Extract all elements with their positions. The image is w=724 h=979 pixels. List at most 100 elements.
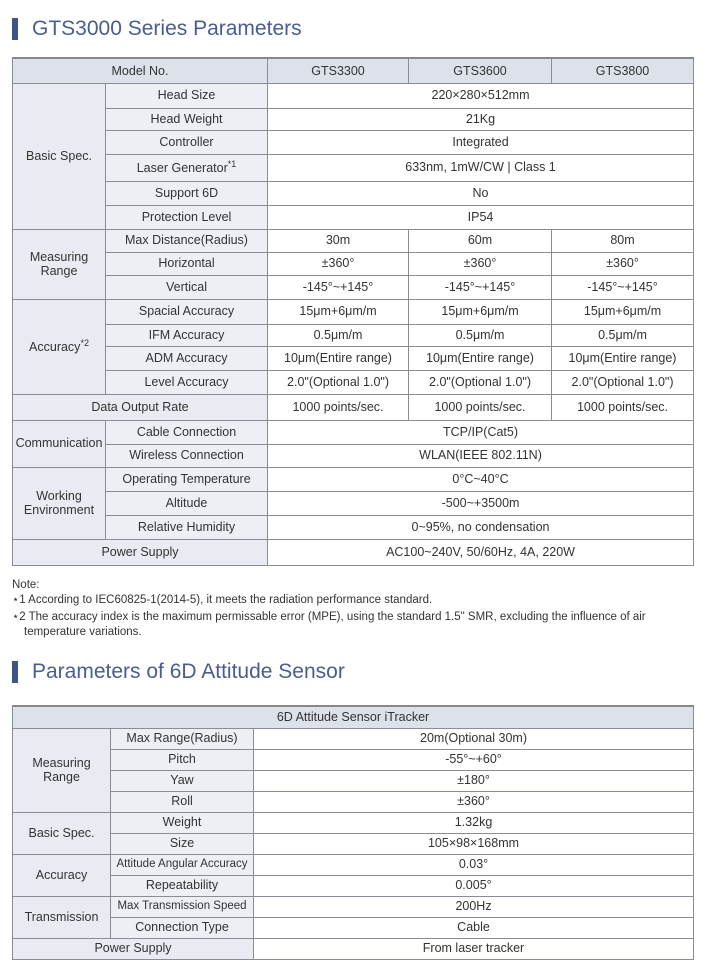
value-cell: 21Kg — [267, 107, 695, 131]
row-label: Roll — [110, 790, 254, 813]
group-name: Accuracy — [29, 340, 81, 355]
row-label: Wireless Connection — [104, 443, 269, 468]
group-label: Working Environment — [12, 466, 106, 540]
value-cell: 1000 points/sec. — [267, 393, 410, 421]
value-cell: 1000 points/sec. — [551, 393, 695, 421]
value-cell: 30m — [267, 228, 410, 253]
table-row: Support 6D No — [13, 180, 695, 206]
value-cell: 15μm+6μm/m — [408, 298, 553, 325]
section-title-6d-sensor: Parameters of 6D Attitude Sensor — [12, 660, 345, 684]
row-label: Size — [110, 832, 254, 855]
header-row: Model No. GTS3300 GTS3600 GTS3800 — [11, 57, 695, 84]
row-label: Max Distance(Radius) — [104, 228, 269, 253]
model-header: GTS3800 — [551, 57, 695, 84]
row-label: ADM Accuracy — [104, 345, 269, 371]
value-cell: WLAN(IEEE 802.11N) — [267, 443, 695, 468]
row-label-text: Wireless Connection — [129, 448, 244, 463]
row-label-text: Cable Connection — [136, 424, 237, 439]
model-header: GTS3600 — [408, 57, 553, 84]
value-cell: Cable — [252, 916, 695, 939]
group-name: Communication — [15, 436, 103, 451]
table-row: ADM Accuracy 10μm(Entire range) 10μm(Entir… — [13, 345, 695, 371]
row-label: Max Transmission Speed — [110, 895, 254, 918]
group-label: Basic Spec. — [12, 811, 111, 855]
section-title-text: Parameters of 6D Attitude Sensor — [32, 660, 345, 683]
row-label: Power Supply — [12, 937, 254, 960]
value-cell: -55°~+60° — [252, 748, 695, 771]
row-label: Operating Temperature — [104, 466, 269, 492]
table-row: Roll ±360° — [13, 790, 695, 813]
value-cell: 0°C~40°C — [267, 466, 695, 492]
value-cell: ±180° — [252, 769, 695, 792]
header-row: 6D Attitude Sensor iTracker — [11, 705, 695, 729]
row-label: Level Accuracy — [104, 369, 269, 395]
group-label: Transmission — [12, 895, 111, 939]
table-row: Vertical -145°~+145° -145°~+145° -145°~+145… — [13, 274, 695, 300]
row-label: Relative Humidity — [104, 514, 269, 540]
value-cell: 2.0"(Optional 1.0") — [408, 369, 553, 395]
table-row: Measuring Range Max Distance(Radius) 30m 60… — [12, 228, 695, 300]
gts3000-parameters-table: Model No. GTS3300 GTS3600 GTS3800 Basic Spec… — [11, 57, 695, 566]
row-label: Pitch — [110, 748, 254, 771]
table-row: Communication Cable Connection TCP/IP(Cat5… — [12, 419, 695, 468]
row-label: Horizontal — [104, 251, 269, 276]
row-label: Head Size — [104, 82, 269, 109]
row-label: Max Range(Radius) — [110, 727, 254, 750]
value-cell: 10μm(Entire range) — [551, 345, 695, 371]
value-cell: 1.32kg — [252, 811, 695, 834]
table-row: Connection Type Cable — [13, 916, 695, 939]
row-label-text: Head Weight — [150, 111, 223, 126]
table-row: Power Supply From laser tracker — [12, 937, 695, 960]
value-cell: 2.0"(Optional 1.0") — [267, 369, 410, 395]
note-2: ⋆2 The accuracy index is the maximum per… — [12, 611, 646, 623]
value-cell: ±360° — [267, 251, 410, 276]
footnote-marker: *1 — [227, 159, 237, 170]
value-cell: No — [267, 180, 695, 206]
value-cell: 633nm, 1mW/CW | Class 1 — [267, 153, 695, 182]
value-cell: 0.03° — [252, 853, 695, 876]
row-label-text: Operating Temperature — [122, 471, 251, 486]
value-cell: ±360° — [252, 790, 695, 813]
group-label: Communication — [12, 419, 106, 468]
value-cell: Integrated — [267, 129, 695, 155]
row-label: Yaw — [110, 769, 254, 792]
row-label: Weight — [110, 811, 254, 834]
value-cell: 0.5μm/m — [267, 323, 410, 347]
value-cell: 0.5μm/m — [408, 323, 553, 347]
value-cell: 80m — [551, 228, 695, 253]
table-row: Transmission Max Transmission Speed 200Hz — [12, 895, 695, 939]
value-cell: 10μm(Entire range) — [408, 345, 553, 371]
row-label: Data Output Rate — [11, 393, 269, 421]
footnote-marker: *2 — [80, 338, 89, 349]
value-cell: 1000 points/sec. — [408, 393, 553, 421]
value-cell: TCP/IP(Cat5) — [267, 419, 695, 445]
row-label: Cable Connection — [104, 419, 269, 445]
row-label-text: Level Accuracy — [144, 374, 229, 389]
6d-attitude-sensor-table: 6D Attitude Sensor iTracker Measuring Ran… — [11, 705, 695, 960]
row-label: Altitude — [104, 490, 269, 516]
group-label: Measuring Range — [12, 727, 111, 813]
table-row: Pitch -55°~+60° — [13, 748, 695, 771]
row-label: Support 6D — [104, 180, 269, 206]
row-label-text: Laser Generator — [136, 161, 228, 176]
table-row: Basic Spec. Weight 1.32kg — [12, 811, 695, 855]
group-name: Measuring Range — [29, 249, 89, 278]
group-label: Basic Spec. — [12, 82, 106, 230]
row-label-text: Controller — [159, 134, 214, 149]
notes: Note: ⋆1 According to IEC60825-1(2014-5)… — [12, 578, 702, 640]
row-label: IFM Accuracy — [104, 323, 269, 347]
value-cell: 15μm+6μm/m — [551, 298, 695, 325]
row-label-text: Horizontal — [158, 256, 215, 271]
table-row: IFM Accuracy 0.5μm/m 0.5μm/m 0.5μm/m — [13, 323, 695, 347]
row-label: Spacial Accuracy — [104, 298, 269, 325]
note-2-continued: temperature variations. — [24, 626, 142, 638]
value-cell: 105×98×168mm — [252, 832, 695, 855]
row-label-text: Relative Humidity — [137, 519, 236, 534]
value-cell: -145°~+145° — [551, 274, 695, 300]
model-header: GTS3300 — [267, 57, 410, 84]
table-row: Head Weight 21Kg — [13, 107, 695, 131]
group-name: Basic Spec. — [25, 148, 92, 163]
value-cell: -500~+3500m — [267, 490, 695, 516]
model-no-header: Model No. — [11, 57, 269, 84]
value-cell: 200Hz — [252, 895, 695, 918]
